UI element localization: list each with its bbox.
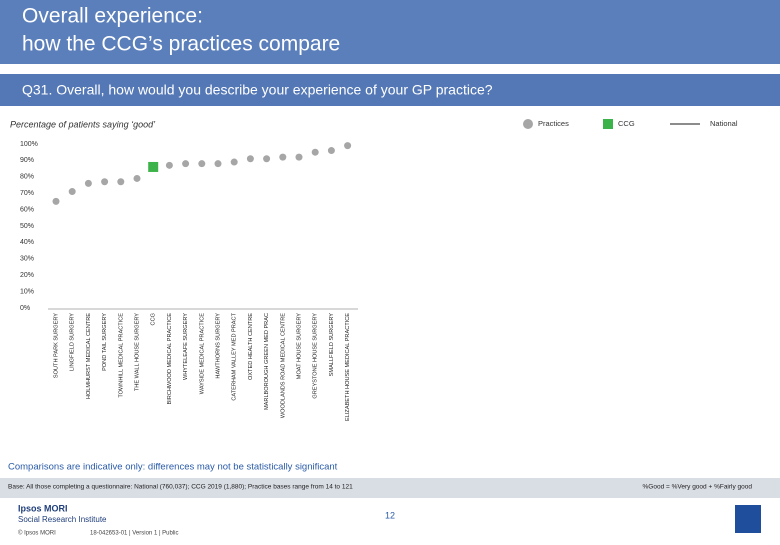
ipsos-logo	[735, 505, 761, 533]
practice-point	[52, 197, 60, 205]
y-tick-label: 0%	[20, 305, 30, 312]
y-tick-label: 20%	[20, 272, 34, 279]
practice-point	[133, 174, 141, 182]
logo-text: Ipsos MORI	[18, 503, 68, 513]
footer-band	[0, 478, 780, 498]
base-text: Base: All those completing a questionnai…	[8, 484, 353, 491]
y-tick-label: 100%	[20, 141, 38, 148]
x-tick-label: WOODLANDS ROAD MEDICAL CENTRE	[280, 313, 286, 418]
practice-point	[117, 178, 125, 186]
practice-point	[311, 148, 319, 156]
y-tick-label: 50%	[20, 223, 34, 230]
practice-point	[279, 153, 287, 161]
y-tick-label: 30%	[20, 256, 34, 263]
practice-point	[182, 160, 190, 168]
logo-text: Social Research Institute	[18, 515, 107, 524]
x-tick-label: GREYSTONE HOUSE SURGERY	[313, 313, 319, 399]
legend-label: National	[710, 119, 738, 128]
x-tick-label: LINGFIELD SURGERY	[70, 313, 76, 371]
ccg-point	[148, 161, 159, 172]
title-band	[0, 0, 780, 64]
practice-point	[165, 161, 173, 169]
x-tick-label: BIRCHWOOD MEDICAL PRACTICE	[167, 313, 173, 405]
y-tick-label: 60%	[20, 206, 34, 213]
y-tick-label: 40%	[20, 239, 34, 246]
practice-point	[327, 147, 335, 155]
x-tick-label: ELIZABETH HOUSE MEDICAL PRACTICE	[345, 313, 351, 421]
x-tick-label: SOUTH PARK SURGERY	[53, 313, 59, 378]
practice-point	[246, 155, 254, 163]
legend-symbol	[603, 119, 613, 129]
x-tick-label: OXTED HEALTH CENTRE	[248, 313, 254, 380]
practice-point	[295, 153, 303, 161]
legend-label: CCG	[618, 119, 635, 128]
y-tick-label: 80%	[20, 174, 34, 181]
practice-point	[263, 155, 271, 163]
question: Q31. Overall, how would you describe you…	[22, 82, 493, 98]
page-number: 12	[385, 510, 395, 520]
y-tick-label: 70%	[20, 190, 34, 197]
title-line: how the CCG’s practices compare	[22, 33, 340, 56]
x-tick-label: CCG	[151, 313, 157, 325]
legend-symbol	[523, 119, 533, 129]
practice-point	[344, 142, 352, 150]
x-tick-label: TOWNHILL MEDICAL PRACTICE	[118, 313, 124, 398]
y-tick-label: 90%	[20, 157, 34, 164]
x-tick-label: THE WALL HOUSE SURGERY	[134, 313, 140, 391]
x-tick-label: HOLMHURST MEDICAL CENTRE	[86, 313, 92, 399]
x-tick-label: WAYSIDE MEDICAL PRACTICE	[199, 313, 205, 394]
practice-point	[214, 160, 222, 168]
x-tick-label: POND TAIL SURGERY	[102, 313, 108, 371]
x-tick-label: MOAT HOUSE SURGERY	[296, 313, 302, 379]
practice-point	[101, 178, 109, 186]
x-tick-label: SMALLFIELD SURGERY	[329, 313, 335, 377]
x-tick-label: MARLBOROUGH GREEN MED PRAC	[264, 313, 270, 410]
note: Comparisons are indicative only: differe…	[8, 462, 338, 473]
x-tick-label: WHYTELEAFE SURGERY	[183, 313, 189, 380]
job-number: 18-042653-01 | Version 1 | Public	[90, 531, 179, 537]
y-tick-label: 10%	[20, 288, 34, 295]
x-tick-label: CATERHAM VALLEY MED PRACT	[232, 312, 238, 400]
title-line: Overall experience:	[22, 5, 203, 28]
x-tick-label: HAWTHORNS SURGERY	[215, 313, 221, 379]
practice-point	[198, 160, 206, 168]
legend-label: Practices	[538, 119, 569, 128]
subtitle: Percentage of patients saying ‘good’	[10, 119, 156, 129]
practice-point	[68, 188, 76, 196]
practice-point	[84, 179, 92, 187]
copyright: © Ipsos MORI	[18, 530, 56, 537]
question-band	[0, 74, 780, 106]
practice-point	[230, 158, 238, 166]
definition: %Good = %Very good + %Fairly good	[643, 484, 753, 491]
